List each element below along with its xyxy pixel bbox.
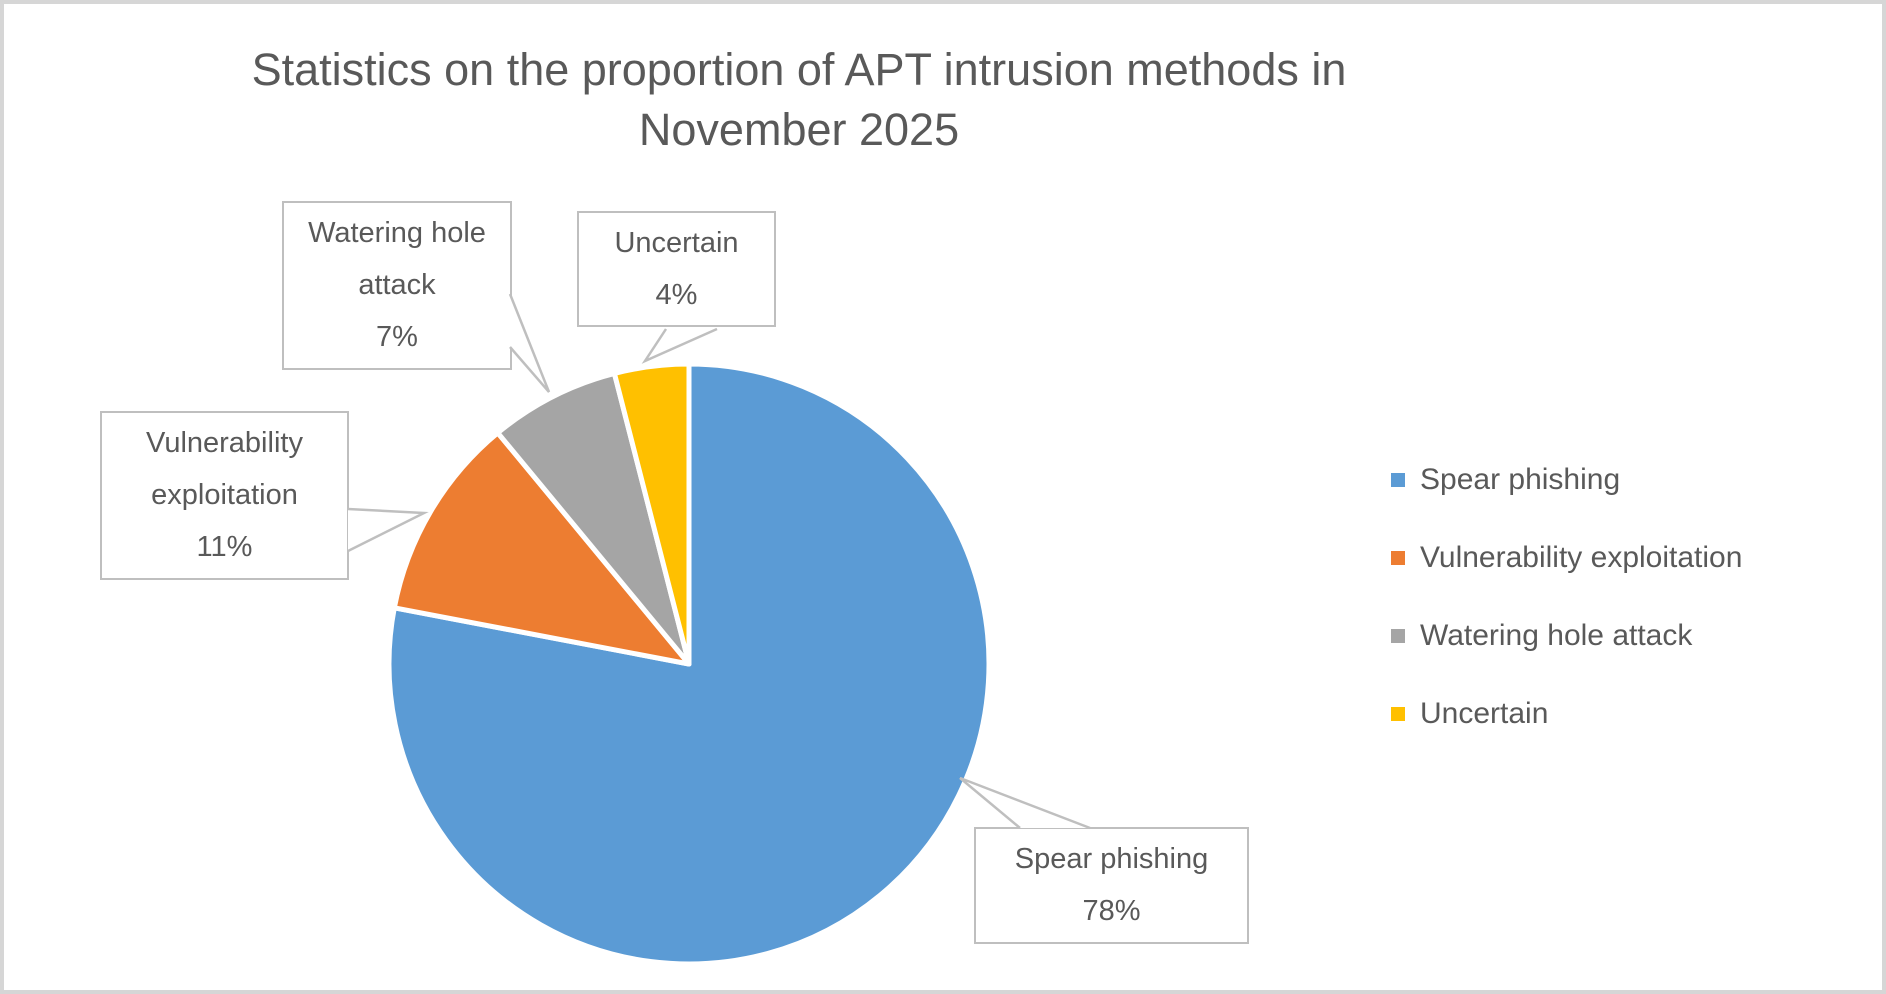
legend-item-vulnerability-exploitation: Vulnerability exploitation: [1391, 538, 1742, 578]
callout-vulnerability-exploitation-value: 11%: [196, 531, 253, 563]
pie-slice-uncertain: [611, 361, 692, 667]
callout-vulnerability-exploitation: Vulnerability exploitation 11%: [100, 411, 349, 580]
legend-label-spear-phishing: Spear phishing: [1420, 463, 1621, 496]
callout-spear-phishing: Spear phishing 78%: [974, 827, 1249, 944]
callout-uncertain-label: Uncertain: [614, 227, 739, 259]
callout-spear-phishing-value: 78%: [1082, 895, 1141, 927]
callout-leader-spear-phishing: [959, 776, 1091, 830]
legend-label-uncertain: Uncertain: [1420, 697, 1549, 730]
callout-uncertain: Uncertain 4%: [577, 211, 776, 327]
callout-spear-phishing-label: Spear phishing: [1014, 843, 1209, 875]
chart-title-line2: November 2025: [638, 104, 960, 155]
callout-leader-vulnerability-exploitation: [347, 507, 429, 553]
legend-marker-spear-phishing-icon: [1391, 473, 1405, 487]
legend-item-uncertain: Uncertain: [1391, 694, 1742, 734]
callout-watering-hole-attack-label: Watering hole attack: [308, 217, 486, 301]
legend: Spear phishing Vulnerability exploitatio…: [1391, 460, 1742, 772]
legend-marker-watering-hole-attack-icon: [1391, 629, 1405, 643]
callout-leader-uncertain: [641, 327, 718, 364]
legend-marker-vulnerability-exploitation-icon: [1391, 551, 1405, 565]
callout-leader-watering-hole-attack: [508, 293, 551, 393]
pie-slice-watering-hole-attack: [495, 370, 692, 667]
legend-item-spear-phishing: Spear phishing: [1391, 460, 1742, 500]
legend-label-watering-hole-attack: Watering hole attack: [1420, 619, 1693, 652]
callout-vulnerability-exploitation-label: Vulnerability exploitation: [146, 427, 303, 511]
chart-title: Statistics on the proportion of APT intr…: [4, 40, 1594, 160]
pie-slice-vulnerability-exploitation: [391, 430, 692, 667]
legend-label-vulnerability-exploitation: Vulnerability exploitation: [1420, 541, 1743, 574]
callout-uncertain-value: 4%: [655, 279, 698, 311]
legend-item-watering-hole-attack: Watering hole attack: [1391, 616, 1742, 656]
pie-slice-spear-phishing: [386, 361, 992, 967]
legend-marker-uncertain-icon: [1391, 707, 1405, 721]
chart-title-line1: Statistics on the proportion of APT intr…: [251, 44, 1347, 95]
callout-watering-hole-attack-value: 7%: [376, 321, 418, 353]
callout-watering-hole-attack: Watering hole attack 7%: [282, 201, 512, 370]
